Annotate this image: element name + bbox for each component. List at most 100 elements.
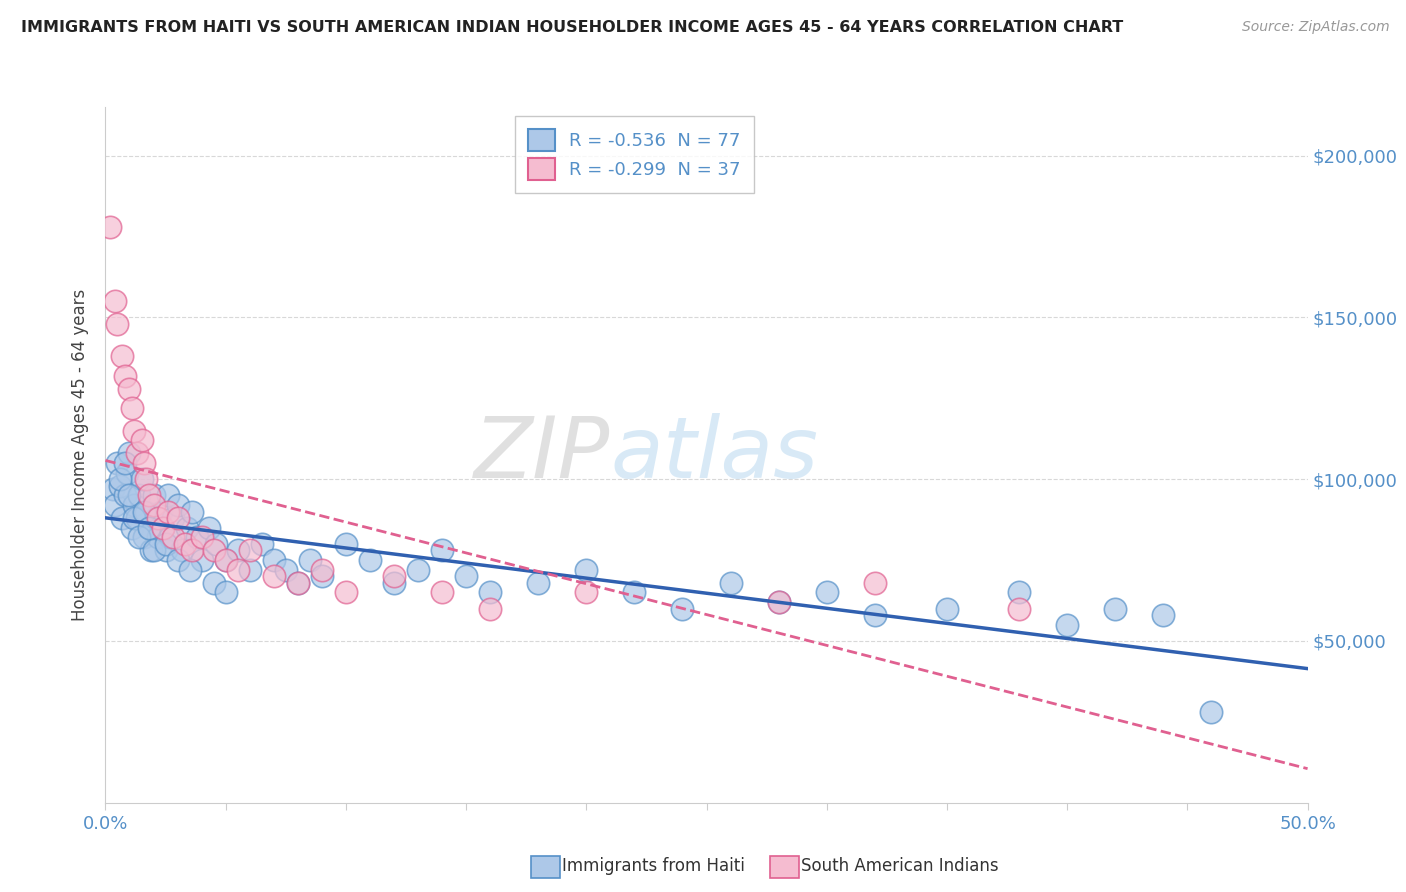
Point <box>162 531 184 545</box>
Point <box>111 511 134 525</box>
Legend: R = -0.536  N = 77, R = -0.299  N = 37: R = -0.536 N = 77, R = -0.299 N = 37 <box>515 116 754 193</box>
Point <box>107 317 129 331</box>
Point <box>128 488 150 502</box>
Point <box>226 543 249 558</box>
Point <box>226 563 249 577</box>
Point <box>132 531 155 545</box>
Point <box>145 511 167 525</box>
Point <box>671 601 693 615</box>
Point <box>159 531 181 545</box>
Point <box>359 553 381 567</box>
Point <box>430 543 453 558</box>
Point <box>382 575 405 590</box>
Point <box>1201 705 1223 719</box>
Point <box>155 543 177 558</box>
Point <box>179 563 201 577</box>
Point <box>124 511 146 525</box>
Point <box>162 511 184 525</box>
Point <box>382 569 405 583</box>
Point <box>114 456 136 470</box>
Point <box>190 531 212 545</box>
Point <box>108 478 131 492</box>
Point <box>121 401 143 415</box>
Point <box>124 498 146 512</box>
Point <box>125 511 148 525</box>
Point <box>131 472 153 486</box>
Point <box>575 585 598 599</box>
Text: Immigrants from Haiti: Immigrants from Haiti <box>562 857 745 875</box>
Point <box>149 504 172 518</box>
Point <box>181 543 204 558</box>
Point <box>430 585 453 599</box>
Point <box>181 504 204 518</box>
Point <box>335 585 357 599</box>
Point <box>138 488 160 502</box>
Point <box>202 543 225 558</box>
Point <box>250 537 273 551</box>
Point <box>118 488 141 502</box>
Point <box>479 601 502 615</box>
Point <box>186 531 208 545</box>
Point <box>148 531 170 545</box>
Point <box>118 382 141 396</box>
Point <box>138 521 160 535</box>
Point <box>166 553 188 567</box>
Point <box>104 498 127 512</box>
Point <box>148 511 170 525</box>
Text: IMMIGRANTS FROM HAITI VS SOUTH AMERICAN INDIAN HOUSEHOLDER INCOME AGES 45 - 64 Y: IMMIGRANTS FROM HAITI VS SOUTH AMERICAN … <box>21 20 1123 35</box>
Point <box>128 531 150 545</box>
Point <box>214 553 236 567</box>
Point <box>155 537 177 551</box>
Point <box>142 498 165 512</box>
Point <box>263 569 285 583</box>
Point <box>152 521 174 535</box>
Point <box>115 466 138 480</box>
Point <box>214 553 236 567</box>
Point <box>114 488 136 502</box>
Point <box>142 488 165 502</box>
Point <box>214 585 236 599</box>
Point <box>156 504 179 518</box>
Point <box>131 434 153 448</box>
Point <box>176 521 198 535</box>
Point <box>311 569 333 583</box>
Point <box>287 575 309 590</box>
Point <box>132 456 155 470</box>
Point <box>335 537 357 551</box>
Point <box>166 511 188 525</box>
Text: ZIP: ZIP <box>474 413 610 497</box>
Point <box>1008 585 1031 599</box>
Point <box>173 537 195 551</box>
Point <box>121 521 143 535</box>
Y-axis label: Householder Income Ages 45 - 64 years: Householder Income Ages 45 - 64 years <box>72 289 90 621</box>
Text: South American Indians: South American Indians <box>801 857 1000 875</box>
Text: atlas: atlas <box>610 413 818 497</box>
Point <box>623 585 645 599</box>
Point <box>936 601 959 615</box>
Point <box>287 575 309 590</box>
Point <box>263 553 285 567</box>
Point <box>274 563 297 577</box>
Text: Source: ZipAtlas.com: Source: ZipAtlas.com <box>1241 20 1389 34</box>
Point <box>111 349 134 363</box>
Point <box>135 504 157 518</box>
Point <box>104 294 127 309</box>
Point <box>107 456 129 470</box>
Point <box>132 504 155 518</box>
Point <box>768 595 790 609</box>
Point <box>138 521 160 535</box>
Point <box>863 575 886 590</box>
Point <box>406 563 429 577</box>
Point <box>98 219 121 234</box>
Point <box>135 472 157 486</box>
Point <box>815 585 838 599</box>
Point <box>863 608 886 623</box>
Point <box>1104 601 1126 615</box>
Point <box>114 368 136 383</box>
Point <box>1152 608 1174 623</box>
Point <box>156 488 179 502</box>
Point <box>239 543 262 558</box>
Point <box>239 563 262 577</box>
Point <box>101 482 124 496</box>
Point <box>108 472 131 486</box>
